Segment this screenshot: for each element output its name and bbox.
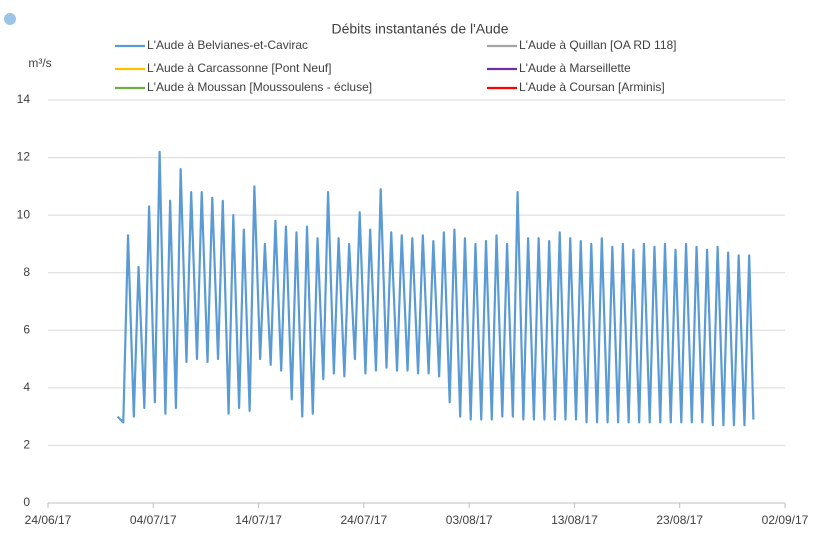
x-tick-label: 23/08/17	[656, 513, 703, 527]
x-tick-label: 03/08/17	[446, 513, 493, 527]
y-tick-label: 0	[23, 495, 30, 509]
y-tick-label: 14	[17, 92, 31, 106]
y-tick-label: 8	[23, 265, 30, 279]
y-tick-label: 12	[17, 150, 31, 164]
x-tick-label: 04/07/17	[130, 513, 177, 527]
legend-label: L'Aude à Belvianes-et-Cavirac	[147, 38, 308, 52]
legend-label: L'Aude à Moussan [Moussoulens - écluse]	[147, 80, 372, 94]
x-tick-label: 13/08/17	[551, 513, 598, 527]
x-tick-label: 02/09/17	[762, 513, 809, 527]
chart-title: Débits instantanés de l'Aude	[331, 21, 508, 37]
legend-label: L'Aude à Carcassonne [Pont Neuf]	[147, 61, 331, 75]
y-axis-label: m³/s	[28, 56, 51, 70]
y-tick-label: 10	[17, 207, 31, 221]
x-tick-label: 24/06/17	[25, 513, 72, 527]
x-tick-label: 14/07/17	[235, 513, 282, 527]
data-line	[116, 150, 755, 427]
y-tick-label: 2	[23, 438, 30, 452]
y-tick-label: 4	[23, 380, 30, 394]
legend-label: L'Aude à Quillan [OA RD 118]	[519, 38, 677, 52]
legend-label: L'Aude à Marseillette	[519, 61, 631, 75]
logo	[4, 13, 16, 25]
y-tick-label: 6	[23, 322, 30, 336]
x-tick-label: 24/07/17	[340, 513, 387, 527]
legend-label: L'Aude à Coursan [Arminis]	[519, 80, 665, 94]
